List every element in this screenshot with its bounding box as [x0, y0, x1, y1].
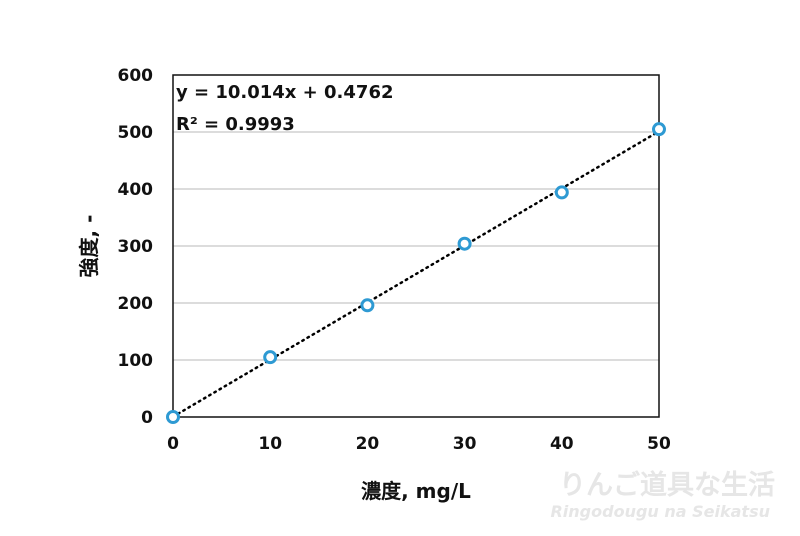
- trendline-equation: y = 10.014x + 0.4762: [176, 82, 394, 103]
- data-points: [166, 122, 666, 424]
- data-point: [263, 350, 278, 365]
- y-tick-label: 0: [141, 408, 153, 428]
- data-point: [360, 298, 375, 313]
- y-tick-label: 400: [118, 180, 154, 200]
- x-tick-label: 40: [550, 434, 574, 454]
- y-tick-labels: 0 100 200 300 400 500 600: [118, 66, 154, 428]
- x-tick-label: 0: [167, 434, 179, 454]
- watermark-title: りんご道具な生活: [559, 469, 775, 501]
- y-tick-label: 600: [118, 66, 154, 86]
- x-axis-title: 濃度, mg/L: [361, 479, 471, 503]
- x-tick-label: 20: [356, 434, 380, 454]
- data-point: [652, 122, 666, 137]
- y-tick-label: 500: [118, 123, 154, 143]
- y-tick-label: 100: [118, 351, 154, 371]
- plot-area: [172, 74, 660, 418]
- x-tick-label: 50: [647, 434, 671, 454]
- data-point: [554, 185, 569, 200]
- y-axis-title: 強度, -: [77, 215, 101, 278]
- x-tick-labels: 0 10 20 30 40 50: [167, 434, 671, 454]
- r-squared-label: R² = 0.9993: [176, 114, 295, 135]
- y-tick-label: 200: [118, 294, 154, 314]
- x-tick-label: 30: [453, 434, 477, 454]
- y-tick-label: 300: [118, 237, 154, 257]
- data-point: [457, 236, 472, 251]
- watermark-subtitle: Ringodougu na Seikatsu: [550, 502, 770, 521]
- gridlines: [173, 131, 659, 361]
- x-tick-label: 10: [258, 434, 282, 454]
- data-point: [166, 410, 180, 424]
- trendline: [171, 130, 661, 418]
